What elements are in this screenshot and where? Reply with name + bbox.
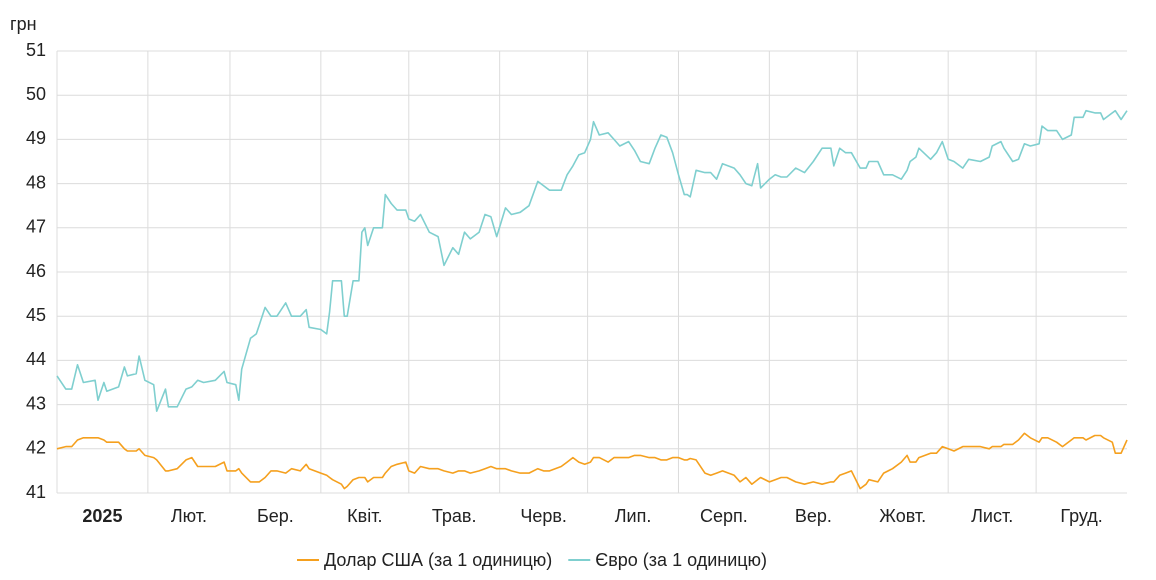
legend: Долар США (за 1 одиницю) Євро (за 1 одини…	[297, 550, 767, 570]
y-tick-label: 45	[26, 305, 46, 325]
line-series	[56, 432, 1128, 490]
y-tick-label: 46	[26, 261, 46, 281]
y-tick-label: 42	[26, 438, 46, 458]
y-tick-label: 49	[26, 128, 46, 148]
legend-label: Євро (за 1 одиницю)	[595, 550, 767, 570]
x-tick-label: Лют.	[171, 506, 207, 526]
x-tick-label: Квіт.	[347, 506, 382, 526]
x-tick-label: Бер.	[257, 506, 294, 526]
x-tick-label: Груд.	[1060, 506, 1102, 526]
x-tick-label: 2025	[82, 506, 122, 526]
y-tick-label: 47	[26, 217, 46, 237]
line-series	[56, 109, 1128, 413]
y-tick-label: 50	[26, 84, 46, 104]
y-tick-label: 44	[26, 349, 46, 369]
legend-label: Долар США (за 1 одиницю)	[324, 550, 552, 570]
y-tick-label: 48	[26, 172, 46, 192]
x-tick-label: Лист.	[971, 506, 1013, 526]
x-tick-label: Серп.	[700, 506, 748, 526]
x-tick-label: Трав.	[432, 506, 477, 526]
y-tick-label: 51	[26, 40, 46, 60]
x-tick-label: Жовт.	[879, 506, 926, 526]
y-tick-label: 41	[26, 482, 46, 502]
x-tick-label: Вер.	[795, 506, 832, 526]
y-axis-label: грн	[10, 14, 37, 34]
x-tick-label: Черв.	[520, 506, 567, 526]
x-tick-label: Лип.	[615, 506, 652, 526]
y-tick-label: 43	[26, 393, 46, 413]
